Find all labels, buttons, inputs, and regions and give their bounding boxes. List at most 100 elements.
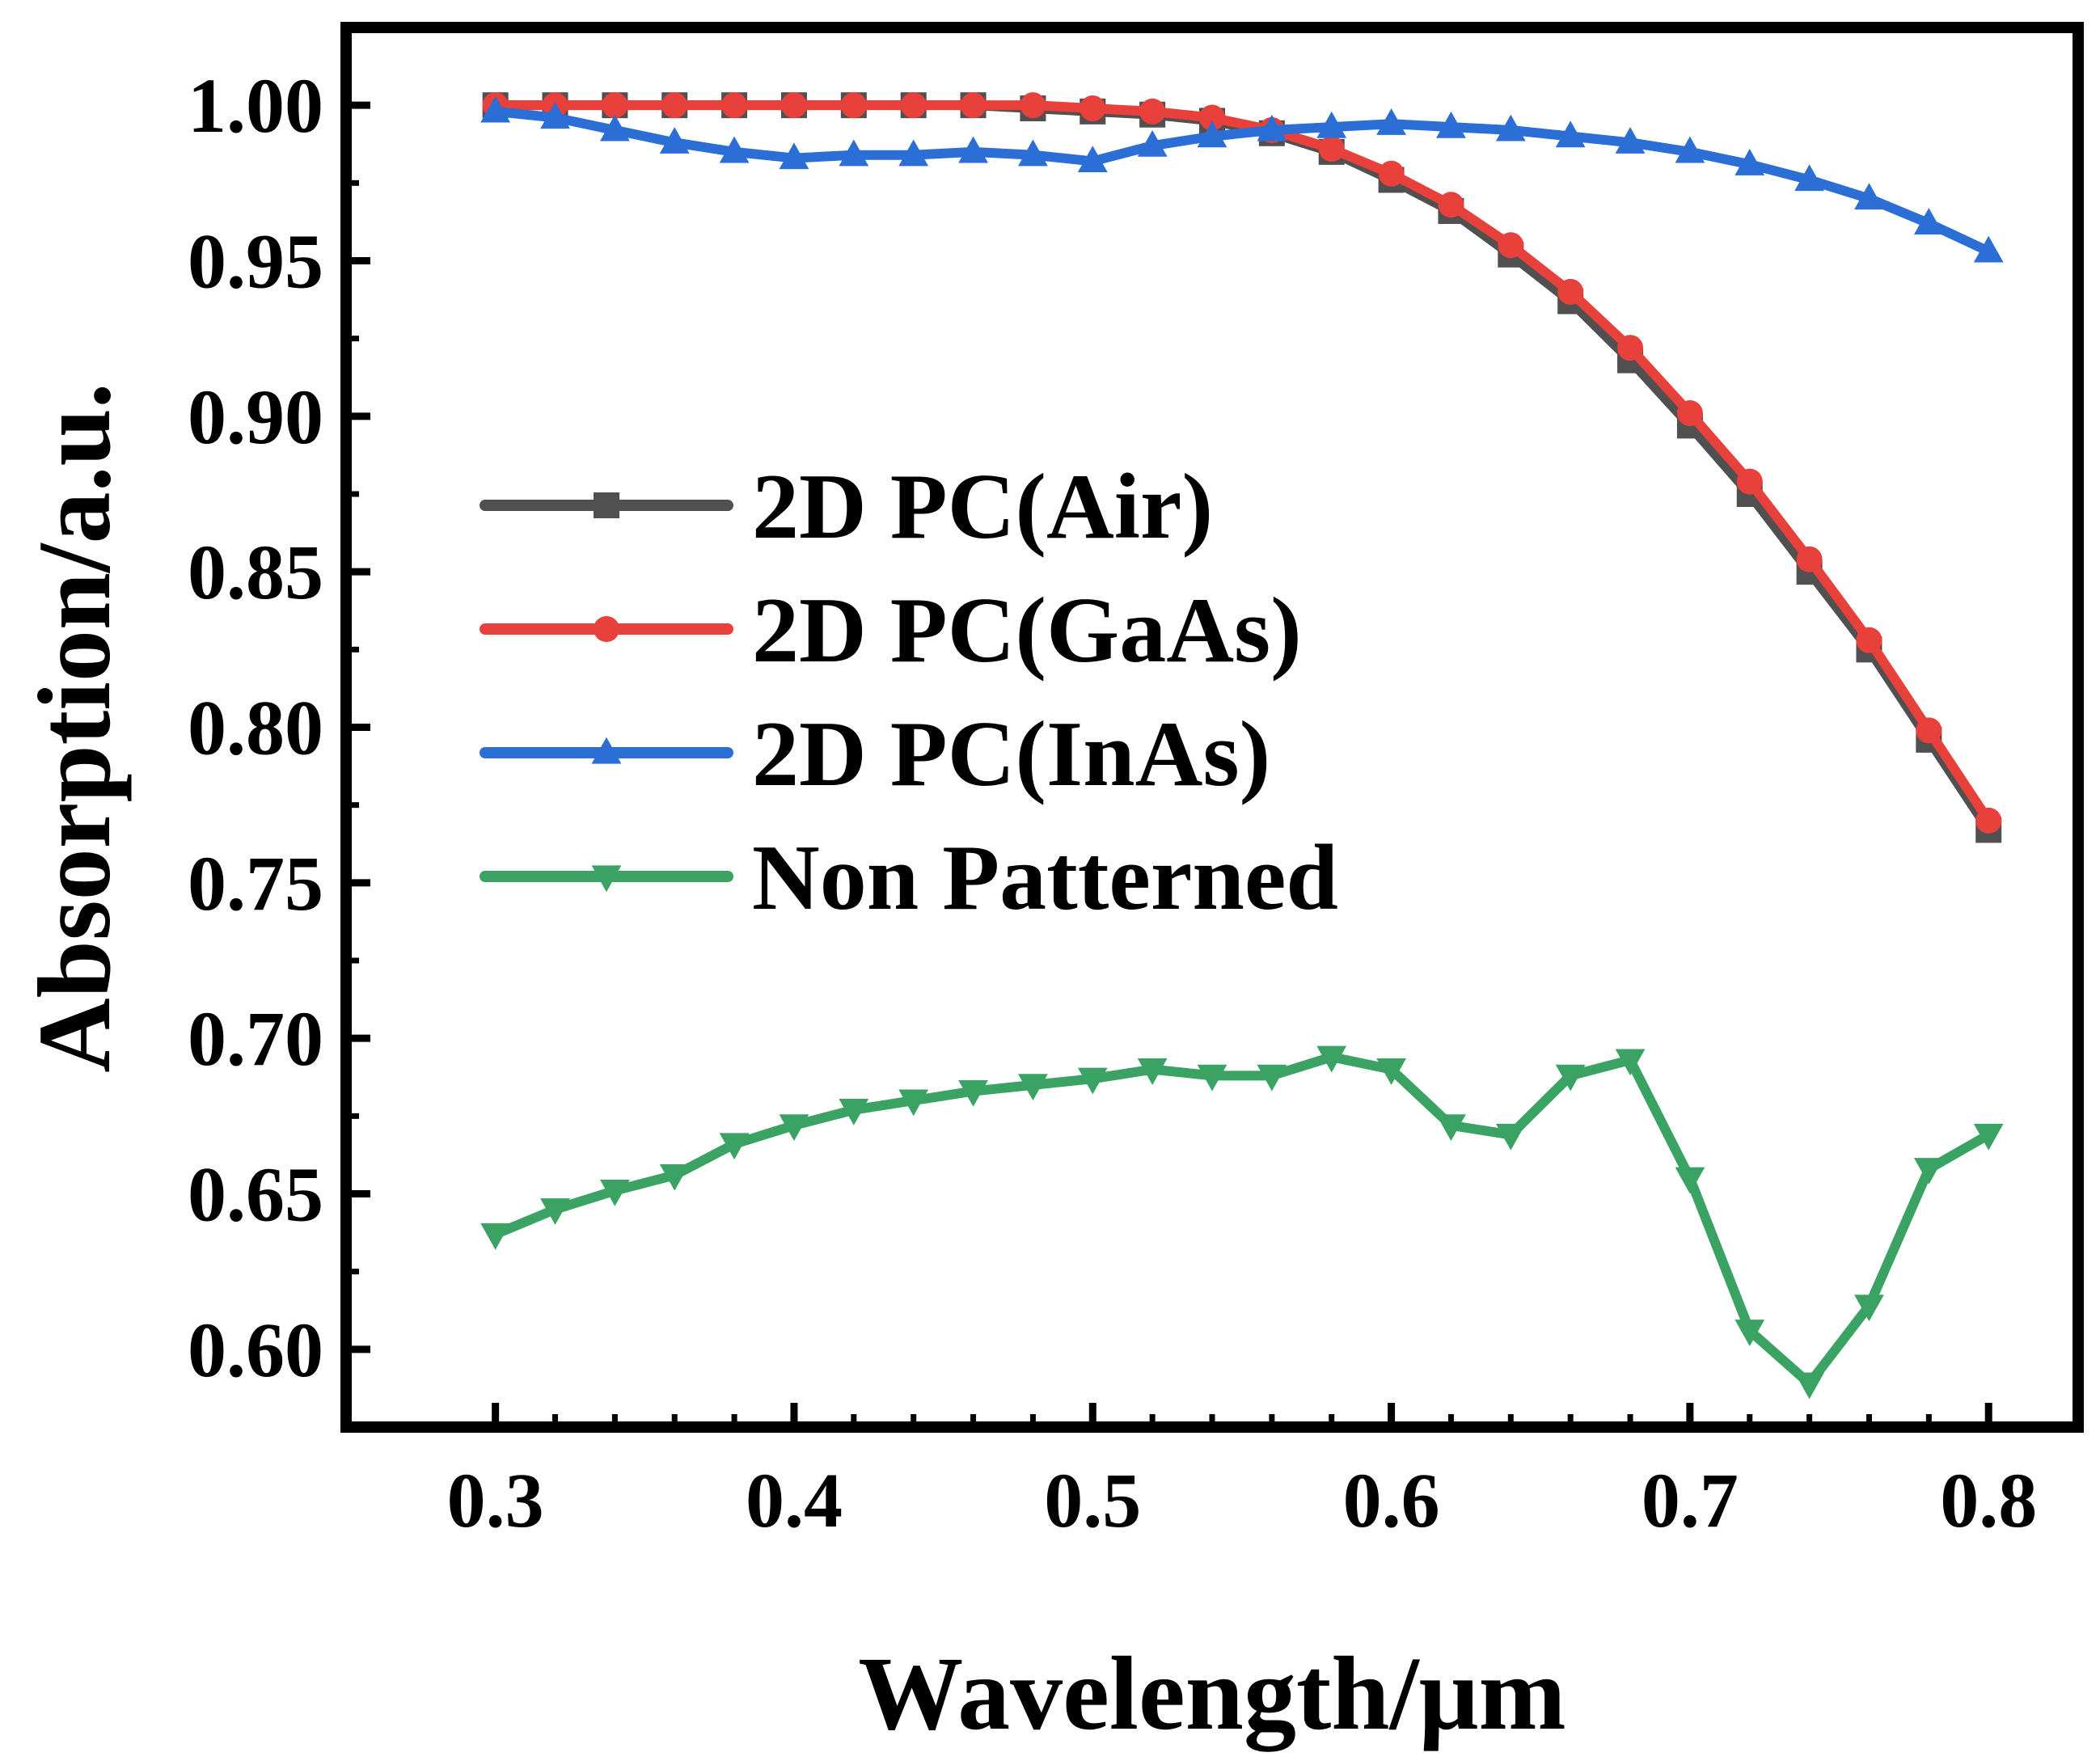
y-tick-label: 0.90 — [188, 374, 323, 460]
x-tick-label: 0.6 — [1343, 1457, 1440, 1544]
data-point — [1257, 1064, 1287, 1092]
data-point — [898, 139, 929, 167]
legend-swatch-marker — [591, 737, 622, 764]
data-point — [900, 92, 927, 119]
data-point — [659, 127, 690, 154]
data-point — [839, 1099, 869, 1125]
data-point — [960, 92, 987, 119]
data-point — [1973, 1123, 2004, 1151]
data-point — [840, 92, 867, 119]
data-point — [1436, 1114, 1466, 1142]
data-point — [1675, 1167, 1705, 1194]
legend-swatch-marker — [591, 865, 622, 893]
data-point — [1856, 627, 1882, 653]
data-point — [1675, 136, 1705, 163]
legend-label: 2D PC(GaAs) — [752, 579, 1302, 682]
data-point — [1199, 104, 1225, 131]
data-point — [839, 139, 869, 167]
data-point — [480, 95, 511, 123]
legend-item: Non Patterned — [480, 826, 1338, 930]
data-point — [1139, 98, 1166, 125]
data-point — [540, 102, 570, 129]
data-point — [719, 1133, 750, 1160]
x-tick-label: 0.8 — [1940, 1457, 2037, 1544]
data-point — [1018, 139, 1048, 167]
data-point — [540, 1198, 570, 1225]
data-point — [1736, 468, 1763, 495]
data-point — [1498, 232, 1524, 259]
data-point — [1495, 114, 1526, 141]
data-point — [1137, 129, 1168, 157]
data-point — [1495, 1123, 1526, 1151]
data-point — [719, 136, 750, 163]
plot-frame — [340, 22, 2084, 1433]
data-point — [1316, 111, 1347, 138]
data-point — [1137, 1058, 1168, 1085]
axis-labels: Wavelength/μm Absorption/a.u. — [17, 382, 1566, 1752]
data-point — [779, 1114, 809, 1142]
x-tick-label: 0.7 — [1642, 1457, 1739, 1544]
data-point — [1555, 1064, 1586, 1092]
y-tick-label: 0.95 — [188, 218, 323, 305]
data-point — [1794, 164, 1825, 192]
legend-label: 2D PC(Air) — [752, 455, 1213, 559]
legend-item: 2D PC(GaAs) — [480, 579, 1302, 682]
data-point — [1973, 235, 2004, 263]
data-point — [1854, 183, 1884, 210]
data-point — [602, 92, 628, 119]
x-axis-title: Wavelength/μm — [858, 1636, 1565, 1752]
x-tick-label: 0.5 — [1044, 1457, 1141, 1544]
data-point — [599, 1180, 630, 1206]
data-point — [1197, 1064, 1227, 1092]
series-2d-pc-inas — [480, 95, 2004, 263]
data-point — [1557, 278, 1584, 305]
legend-item: 2D PC(Air) — [480, 455, 1213, 559]
series-layer — [480, 92, 2004, 1400]
data-point — [780, 92, 807, 119]
series-2d-pc-gaas — [482, 92, 2002, 834]
legend-swatch-marker — [594, 616, 619, 642]
data-point — [1913, 1158, 1944, 1185]
data-point — [1916, 717, 1942, 744]
data-point — [1077, 1067, 1108, 1095]
x-tick-label: 0.4 — [746, 1457, 843, 1544]
y-tick-label: 0.85 — [188, 529, 323, 615]
data-point — [1020, 92, 1046, 119]
data-point — [1077, 146, 1108, 173]
data-point — [1197, 120, 1227, 148]
data-point — [1436, 111, 1466, 138]
y-axis-title: Absorption/a.u. — [17, 382, 132, 1073]
data-point — [1376, 1058, 1406, 1085]
data-point — [898, 1089, 929, 1117]
data-point — [779, 142, 809, 170]
data-point — [958, 136, 988, 163]
data-point — [721, 92, 748, 119]
data-point — [1794, 1372, 1825, 1400]
x-tick-label: 0.3 — [447, 1457, 544, 1544]
data-point — [1913, 208, 1944, 234]
legend-label: 2D PC(InAs) — [752, 703, 1270, 806]
data-point — [1975, 807, 2002, 834]
data-point — [1854, 1294, 1884, 1322]
data-point — [1318, 136, 1345, 163]
legend-item: 2D PC(InAs) — [480, 703, 1270, 806]
data-point — [1376, 108, 1406, 135]
y-tick-label: 0.80 — [188, 685, 323, 771]
data-point — [958, 1079, 988, 1107]
data-point — [1676, 399, 1703, 426]
y-tick-label: 0.75 — [188, 840, 323, 927]
legend-label: Non Patterned — [752, 826, 1338, 930]
data-point — [1735, 149, 1765, 175]
y-tick-label: 0.65 — [188, 1151, 323, 1238]
data-point — [1080, 95, 1106, 122]
data-point — [1735, 1320, 1765, 1346]
y-tick-label: 0.70 — [188, 995, 323, 1082]
data-point — [1617, 335, 1644, 361]
data-point — [1555, 120, 1586, 148]
data-point — [659, 1163, 690, 1191]
data-point — [1378, 160, 1405, 187]
data-point — [1615, 127, 1646, 154]
series-line — [490, 106, 1994, 256]
data-point — [1615, 1049, 1646, 1076]
